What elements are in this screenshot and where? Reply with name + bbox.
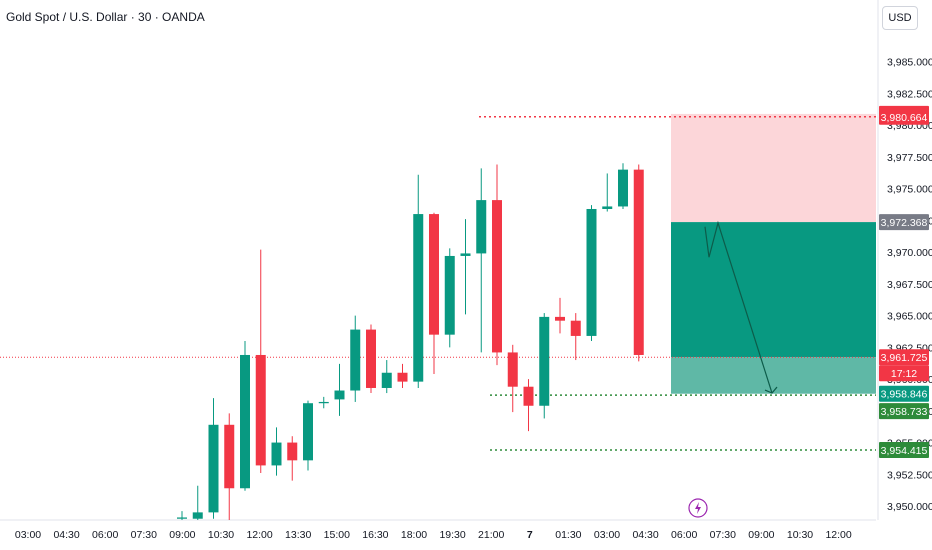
projection-arrowhead	[764, 386, 778, 394]
candle-body[interactable]	[208, 424, 219, 513]
stop-loss-zone[interactable]	[671, 113, 876, 223]
x-tick-label: 04:30	[53, 529, 79, 541]
price-label-text: 17:12	[891, 368, 917, 380]
candle-body[interactable]	[287, 442, 298, 461]
candle-body[interactable]	[492, 200, 502, 353]
price-label-text: 3,961.725	[881, 352, 928, 364]
candle-body[interactable]	[523, 386, 534, 406]
y-tick-label: 3,977.500	[887, 152, 932, 164]
price-label-text: 3,954.415	[881, 445, 928, 457]
candle-body[interactable]	[507, 352, 518, 387]
candle-body[interactable]	[177, 517, 187, 519]
candle-body[interactable]	[429, 214, 439, 335]
candle-body[interactable]	[303, 403, 313, 461]
y-tick-label: 3,967.500	[887, 279, 932, 291]
x-tick-label: 21:00	[478, 529, 504, 541]
candle-body[interactable]	[570, 320, 581, 336]
candle-body[interactable]	[444, 255, 455, 335]
x-tick-label: 12:00	[825, 529, 851, 541]
x-tick-label: 12:00	[246, 529, 272, 541]
x-tick-label: 15:00	[324, 529, 350, 541]
x-tick-label: 10:30	[208, 529, 234, 541]
candle-body[interactable]	[633, 169, 644, 355]
profit-zone[interactable]	[671, 222, 876, 358]
price-label-box	[879, 214, 929, 231]
currency-selector[interactable]: USD	[882, 6, 918, 30]
y-tick-label: 3,950.000	[887, 501, 932, 513]
candle-body[interactable]	[271, 442, 282, 466]
candle-body[interactable]	[397, 372, 408, 382]
price-label-box	[879, 365, 929, 382]
price-label-text: 3,958.733	[881, 406, 928, 418]
price-label-text: 3,958.846	[881, 389, 928, 401]
candle-body[interactable]	[586, 208, 597, 336]
x-tick-label: 13:30	[285, 529, 311, 541]
x-tick-label: 07:30	[131, 529, 157, 541]
y-tick-label: 3,982.500	[887, 88, 932, 100]
candle-body[interactable]	[366, 329, 376, 388]
price-label-box	[879, 385, 929, 402]
candle-body[interactable]	[350, 329, 361, 391]
candle-body[interactable]	[255, 354, 266, 466]
price-label-box	[879, 349, 929, 366]
price-label-text: 3,972.368	[881, 217, 928, 229]
x-tick-label: 09:00	[748, 529, 774, 541]
y-tick-label: 3,975.000	[887, 184, 932, 196]
y-tick-label: 3,965.000	[887, 311, 932, 323]
chart-title: Gold Spot / U.S. Dollar · 30 · OANDA	[6, 10, 205, 24]
candle-body[interactable]	[618, 169, 628, 207]
x-tick-label: 10:30	[787, 529, 813, 541]
x-tick-label: 06:00	[92, 529, 118, 541]
candle-body[interactable]	[381, 372, 392, 388]
x-tick-label: 01:30	[555, 529, 581, 541]
x-tick-label: 18:00	[401, 529, 427, 541]
x-tick-label: 16:30	[362, 529, 388, 541]
candle-body[interactable]	[539, 316, 550, 406]
x-tick-label: 04:30	[632, 529, 658, 541]
x-tick-label: 03:00	[15, 529, 41, 541]
candle-body[interactable]	[413, 214, 424, 382]
profit-zone-remaining[interactable]	[671, 357, 876, 394]
lightning-glyph	[695, 502, 701, 514]
price-label-box	[879, 108, 929, 125]
candle-body[interactable]	[334, 390, 345, 400]
x-tick-label: 19:30	[439, 529, 465, 541]
x-tick-label: 07:30	[710, 529, 736, 541]
y-tick-label: 3,952.500	[887, 469, 932, 481]
x-tick-label: 09:00	[169, 529, 195, 541]
price-label-box	[879, 403, 929, 420]
price-label-box	[879, 441, 929, 458]
candle-body[interactable]	[460, 253, 471, 256]
x-tick-label: 7	[527, 529, 533, 541]
x-tick-label: 03:00	[594, 529, 620, 541]
projection-path[interactable]	[704, 220, 773, 394]
candle-body[interactable]	[224, 424, 235, 489]
candle-body[interactable]	[318, 401, 329, 404]
candle-body[interactable]	[555, 316, 565, 321]
x-tick-label: 06:00	[671, 529, 697, 541]
candle-body[interactable]	[240, 354, 250, 489]
candle-body[interactable]	[192, 512, 203, 519]
candle-body[interactable]	[602, 206, 613, 209]
y-tick-label: 3,970.000	[887, 247, 932, 259]
price-label-text: 3,980.664	[881, 112, 928, 124]
y-tick-label: 3,985.000	[887, 57, 932, 69]
candle-body[interactable]	[476, 200, 487, 254]
